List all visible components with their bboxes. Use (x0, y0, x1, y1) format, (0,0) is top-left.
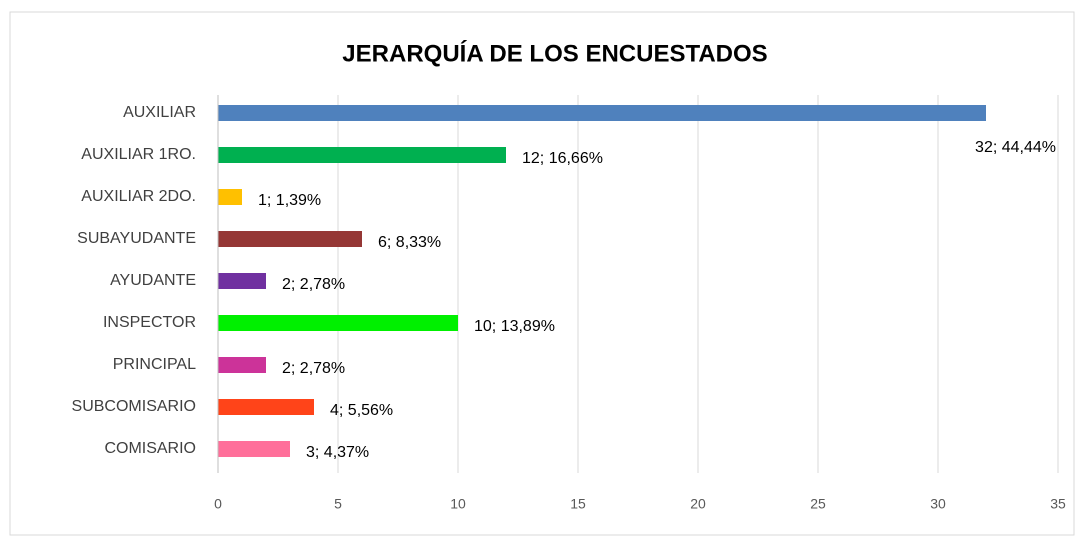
y-tick-label: SUBAYUDANTE (77, 230, 196, 247)
x-tick-label: 0 (214, 496, 222, 512)
data-label: 2; 2,78% (282, 360, 345, 377)
bar (218, 147, 506, 163)
data-label: 12; 16,66% (522, 150, 603, 167)
y-tick-label: PRINCIPAL (113, 356, 196, 373)
x-tick-label: 10 (450, 496, 466, 512)
bar (218, 105, 986, 121)
y-tick-label: AUXILIAR (123, 104, 196, 121)
bar (218, 441, 290, 457)
data-label: 10; 13,89% (474, 318, 555, 335)
x-tick-label: 25 (810, 496, 826, 512)
x-tick-label: 5 (334, 496, 342, 512)
y-tick-label: AUXILIAR 2DO. (81, 188, 196, 205)
data-label: 1; 1,39% (258, 192, 321, 209)
bar (218, 315, 458, 331)
data-label: 32; 44,44% (975, 139, 1056, 156)
bar (218, 273, 266, 289)
x-tick-label: 35 (1050, 496, 1066, 512)
data-label: 6; 8,33% (378, 234, 441, 251)
y-tick-label: AUXILIAR 1RO. (81, 146, 196, 163)
chart-border (9, 11, 1075, 536)
bar (218, 189, 242, 205)
data-label: 4; 5,56% (330, 402, 393, 419)
y-tick-label: COMISARIO (104, 440, 196, 457)
x-tick-label: 20 (690, 496, 706, 512)
bar (218, 357, 266, 373)
bar (218, 231, 362, 247)
x-tick-label: 30 (930, 496, 946, 512)
x-tick-label: 15 (570, 496, 586, 512)
chart-title: JERARQUÍA DE LOS ENCUESTADOS (342, 39, 767, 67)
y-tick-label: INSPECTOR (103, 314, 196, 331)
data-label: 2; 2,78% (282, 276, 345, 293)
y-tick-label: AYUDANTE (110, 272, 196, 289)
data-label: 3; 4,37% (306, 444, 369, 461)
bar (218, 399, 314, 415)
y-tick-label: SUBCOMISARIO (72, 398, 196, 415)
